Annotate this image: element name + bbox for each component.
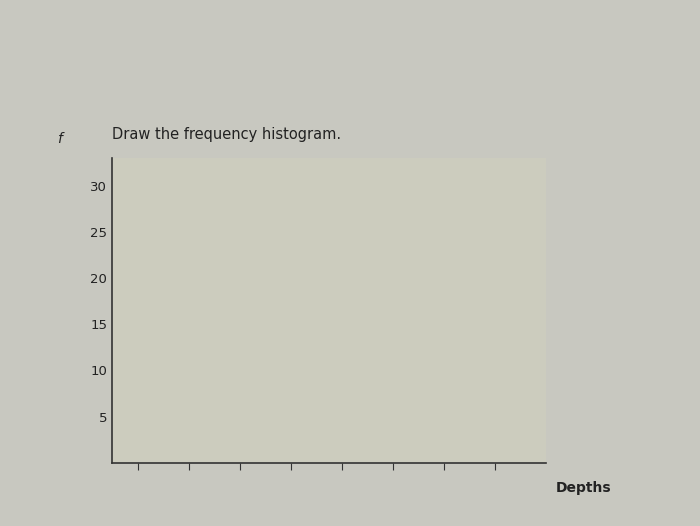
Text: f: f <box>57 132 62 146</box>
Text: Depths: Depths <box>556 481 611 495</box>
Text: Draw the frequency histogram.: Draw the frequency histogram. <box>112 127 341 142</box>
